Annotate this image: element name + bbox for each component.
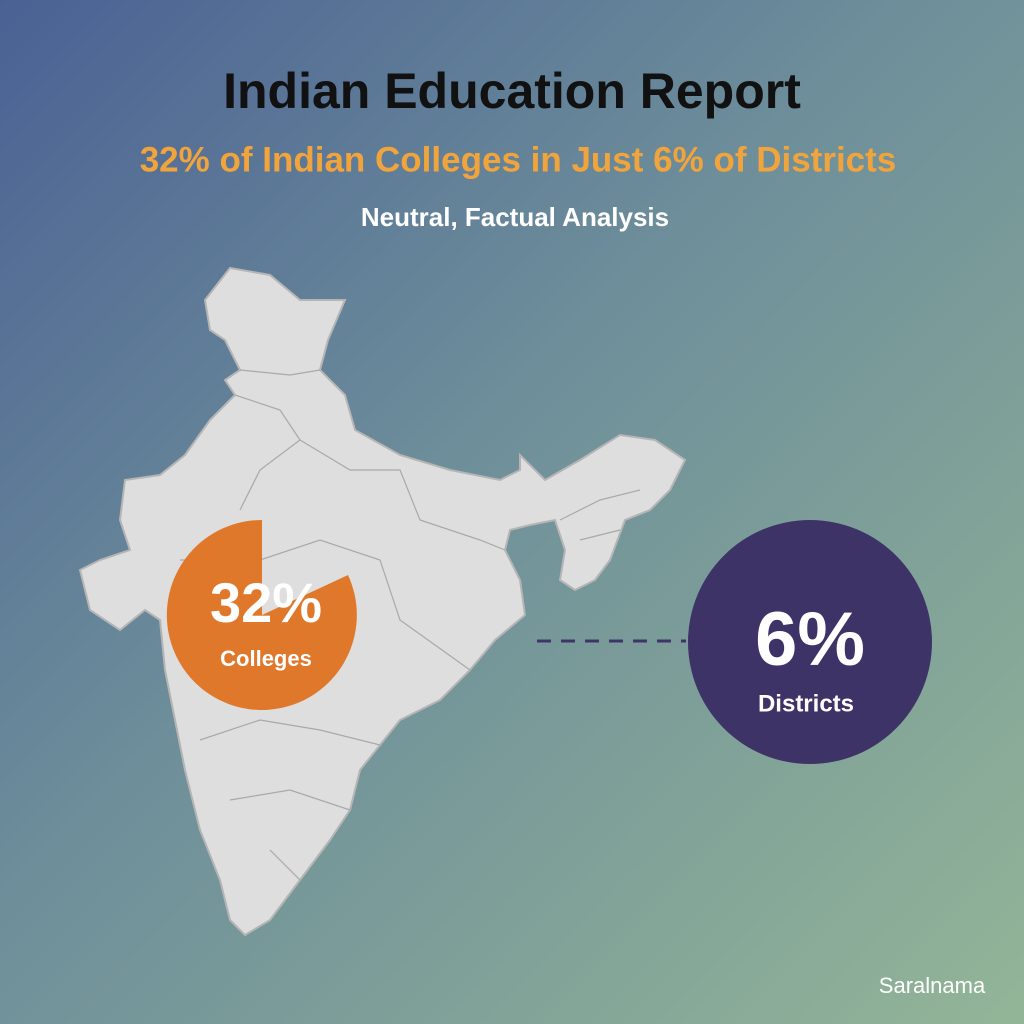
colleges-callout: 32% Colleges [166,519,357,710]
districts-callout: 6% Districts [688,520,932,764]
colleges-label: Colleges [220,646,312,671]
colleges-value: 32% [210,571,322,634]
india-map [78,266,687,937]
subtitle: 32% of Indian Colleges in Just 6% of Dis… [140,140,897,179]
tagline: Neutral, Factual Analysis [361,202,669,232]
country-outline [78,266,687,937]
districts-value: 6% [755,597,865,682]
state-borders [180,369,641,881]
colleges-pie [166,519,357,710]
districts-circle [688,520,932,764]
title: Indian Education Report [223,63,801,119]
brand: Saralnama [879,973,986,998]
districts-label: Districts [758,690,854,717]
